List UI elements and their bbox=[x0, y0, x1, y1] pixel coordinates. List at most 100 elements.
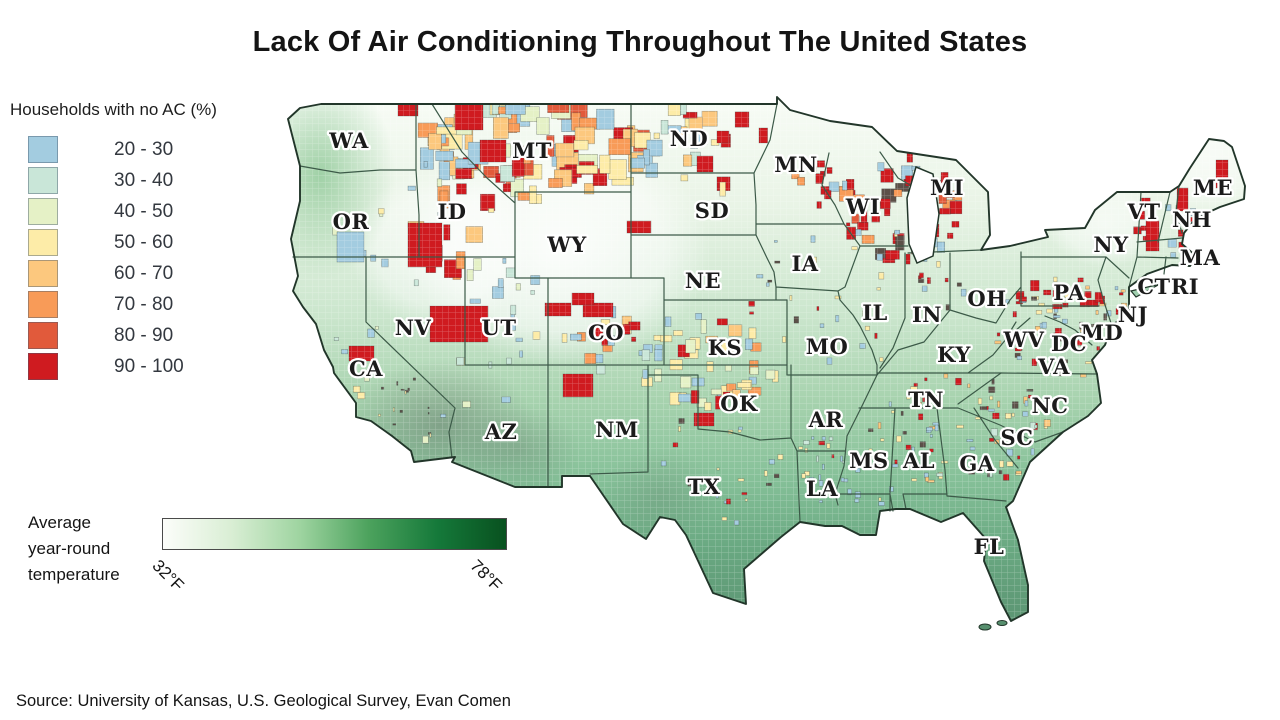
state-label-ma: MA bbox=[1180, 245, 1221, 270]
temp-legend-line-1: Average bbox=[28, 513, 92, 532]
county-patch bbox=[1129, 338, 1137, 344]
county-patch bbox=[1130, 338, 1135, 346]
county-patch bbox=[1130, 342, 1134, 346]
state-label-ky: KY bbox=[937, 342, 971, 367]
raster-grid-texture bbox=[288, 97, 1245, 621]
florida-keys-2 bbox=[996, 620, 1008, 626]
state-label-wv: WV bbox=[1003, 327, 1045, 352]
legend-row: 50 - 60 bbox=[10, 229, 270, 256]
state-label-sd: SD bbox=[695, 198, 729, 223]
legend-row: 40 - 50 bbox=[10, 198, 270, 225]
state-label-ok: OK bbox=[720, 391, 758, 416]
state-label-me: ME bbox=[1193, 175, 1233, 200]
county-patch bbox=[1139, 329, 1145, 333]
legend-row: 30 - 40 bbox=[10, 167, 270, 194]
state-label-ca: CA bbox=[349, 356, 383, 381]
county-patch bbox=[1105, 354, 1111, 358]
state-label-pa: PA bbox=[1053, 280, 1085, 305]
state-label-ct: CT bbox=[1137, 274, 1170, 299]
state-label-mi: MI bbox=[930, 175, 964, 200]
county-patch bbox=[1121, 344, 1125, 349]
state-label-co: CO bbox=[588, 320, 624, 345]
state-label-ms: MS bbox=[849, 448, 888, 473]
state-label-al: AL bbox=[902, 448, 935, 473]
state-label-va: VA bbox=[1037, 354, 1070, 379]
map-base bbox=[288, 97, 1245, 621]
ac-legend-title: Households with no AC (%) bbox=[10, 100, 217, 119]
state-label-wi: WI bbox=[845, 194, 880, 219]
ac-legend: Households with no AC (%) 20 - 30 30 - 40… bbox=[10, 100, 270, 384]
state-label-dc: DC bbox=[1051, 331, 1087, 356]
legend-range-label: 60 - 70 bbox=[114, 262, 174, 284]
temp-legend-line-2: year-round bbox=[28, 539, 111, 558]
legend-swatch bbox=[28, 291, 58, 318]
temp-legend-title: Average year-round temperature bbox=[28, 510, 120, 588]
state-label-mn: MN bbox=[774, 152, 817, 177]
temperature-gradient-bar bbox=[162, 518, 507, 550]
legend-swatch bbox=[28, 322, 58, 349]
state-label-az: AZ bbox=[484, 419, 518, 444]
state-label-nv: NV bbox=[395, 315, 432, 340]
legend-swatch bbox=[28, 167, 58, 194]
state-label-nd: ND bbox=[670, 126, 708, 151]
legend-swatch bbox=[28, 136, 58, 163]
florida-keys bbox=[978, 623, 992, 631]
state-label-ia: IA bbox=[791, 251, 818, 276]
legend-row: 70 - 80 bbox=[10, 291, 270, 318]
state-label-ri: RI bbox=[1171, 274, 1199, 299]
county-patch bbox=[1131, 341, 1137, 346]
state-label-wa: WA bbox=[328, 128, 369, 153]
legend-swatch bbox=[28, 198, 58, 225]
state-label-ny: NY bbox=[1093, 232, 1129, 257]
state-label-vt: VT bbox=[1127, 199, 1161, 224]
state-label-wy: WY bbox=[546, 232, 587, 257]
legend-swatch bbox=[28, 260, 58, 287]
county-patch bbox=[1130, 343, 1134, 351]
state-label-mt: MT bbox=[512, 138, 552, 163]
temp-legend-line-3: temperature bbox=[28, 565, 120, 584]
state-label-nj: NJ bbox=[1118, 302, 1148, 327]
state-label-tn: TN bbox=[908, 387, 944, 412]
legend-row: 80 - 90 bbox=[10, 322, 270, 349]
legend-range-label: 90 - 100 bbox=[114, 355, 184, 377]
state-label-mo: MO bbox=[806, 334, 849, 359]
county-patch bbox=[383, 437, 388, 442]
legend-swatch bbox=[28, 229, 58, 256]
state-label-or: OR bbox=[333, 209, 370, 234]
state-label-ar: AR bbox=[808, 407, 844, 432]
legend-swatch bbox=[28, 353, 58, 380]
legend-row: 60 - 70 bbox=[10, 260, 270, 287]
state-label-nm: NM bbox=[595, 417, 638, 442]
state-label-nh: NH bbox=[1172, 207, 1212, 232]
state-label-la: LA bbox=[806, 476, 838, 501]
legend-row: 20 - 30 bbox=[10, 136, 270, 163]
source-attribution: Source: University of Kansas, U.S. Geolo… bbox=[16, 692, 511, 710]
state-label-md: MD bbox=[1081, 320, 1123, 345]
state-labels: WA OR CA NV ID UT AZ MT WY CO NM ND SD NE KS OK TX MN IA MO… bbox=[326, 124, 1235, 562]
county-patch bbox=[1112, 356, 1118, 361]
state-borders bbox=[292, 103, 1183, 523]
county-patch bbox=[1139, 337, 1145, 341]
state-label-fl: FL bbox=[974, 534, 1005, 559]
us-outline bbox=[287, 96, 1246, 622]
legend-range-label: 70 - 80 bbox=[114, 293, 174, 315]
state-label-ut: UT bbox=[482, 315, 517, 340]
state-label-tx: TX bbox=[688, 474, 721, 499]
county-patch bbox=[372, 437, 377, 441]
state-label-ga: GA bbox=[959, 451, 994, 476]
legend-range-label: 30 - 40 bbox=[114, 169, 174, 191]
lake-michigan bbox=[906, 165, 940, 264]
state-label-in: IN bbox=[912, 302, 942, 327]
ac-legend-rows: 20 - 30 30 - 40 40 - 50 50 - 60 60 - 70 70 - … bbox=[10, 136, 270, 380]
state-label-nc: NC bbox=[1032, 393, 1069, 418]
legend-range-label: 40 - 50 bbox=[114, 200, 174, 222]
state-label-sc: SC bbox=[1001, 425, 1034, 450]
state-label-ks: KS bbox=[708, 335, 742, 360]
state-label-il: IL bbox=[862, 300, 888, 325]
county-patch bbox=[1130, 357, 1138, 361]
legend-row: 90 - 100 bbox=[10, 353, 270, 380]
county-patch bbox=[1031, 468, 1035, 474]
state-label-id: ID bbox=[437, 199, 466, 224]
county-patch bbox=[1047, 451, 1053, 458]
state-label-oh: OH bbox=[967, 286, 1006, 311]
